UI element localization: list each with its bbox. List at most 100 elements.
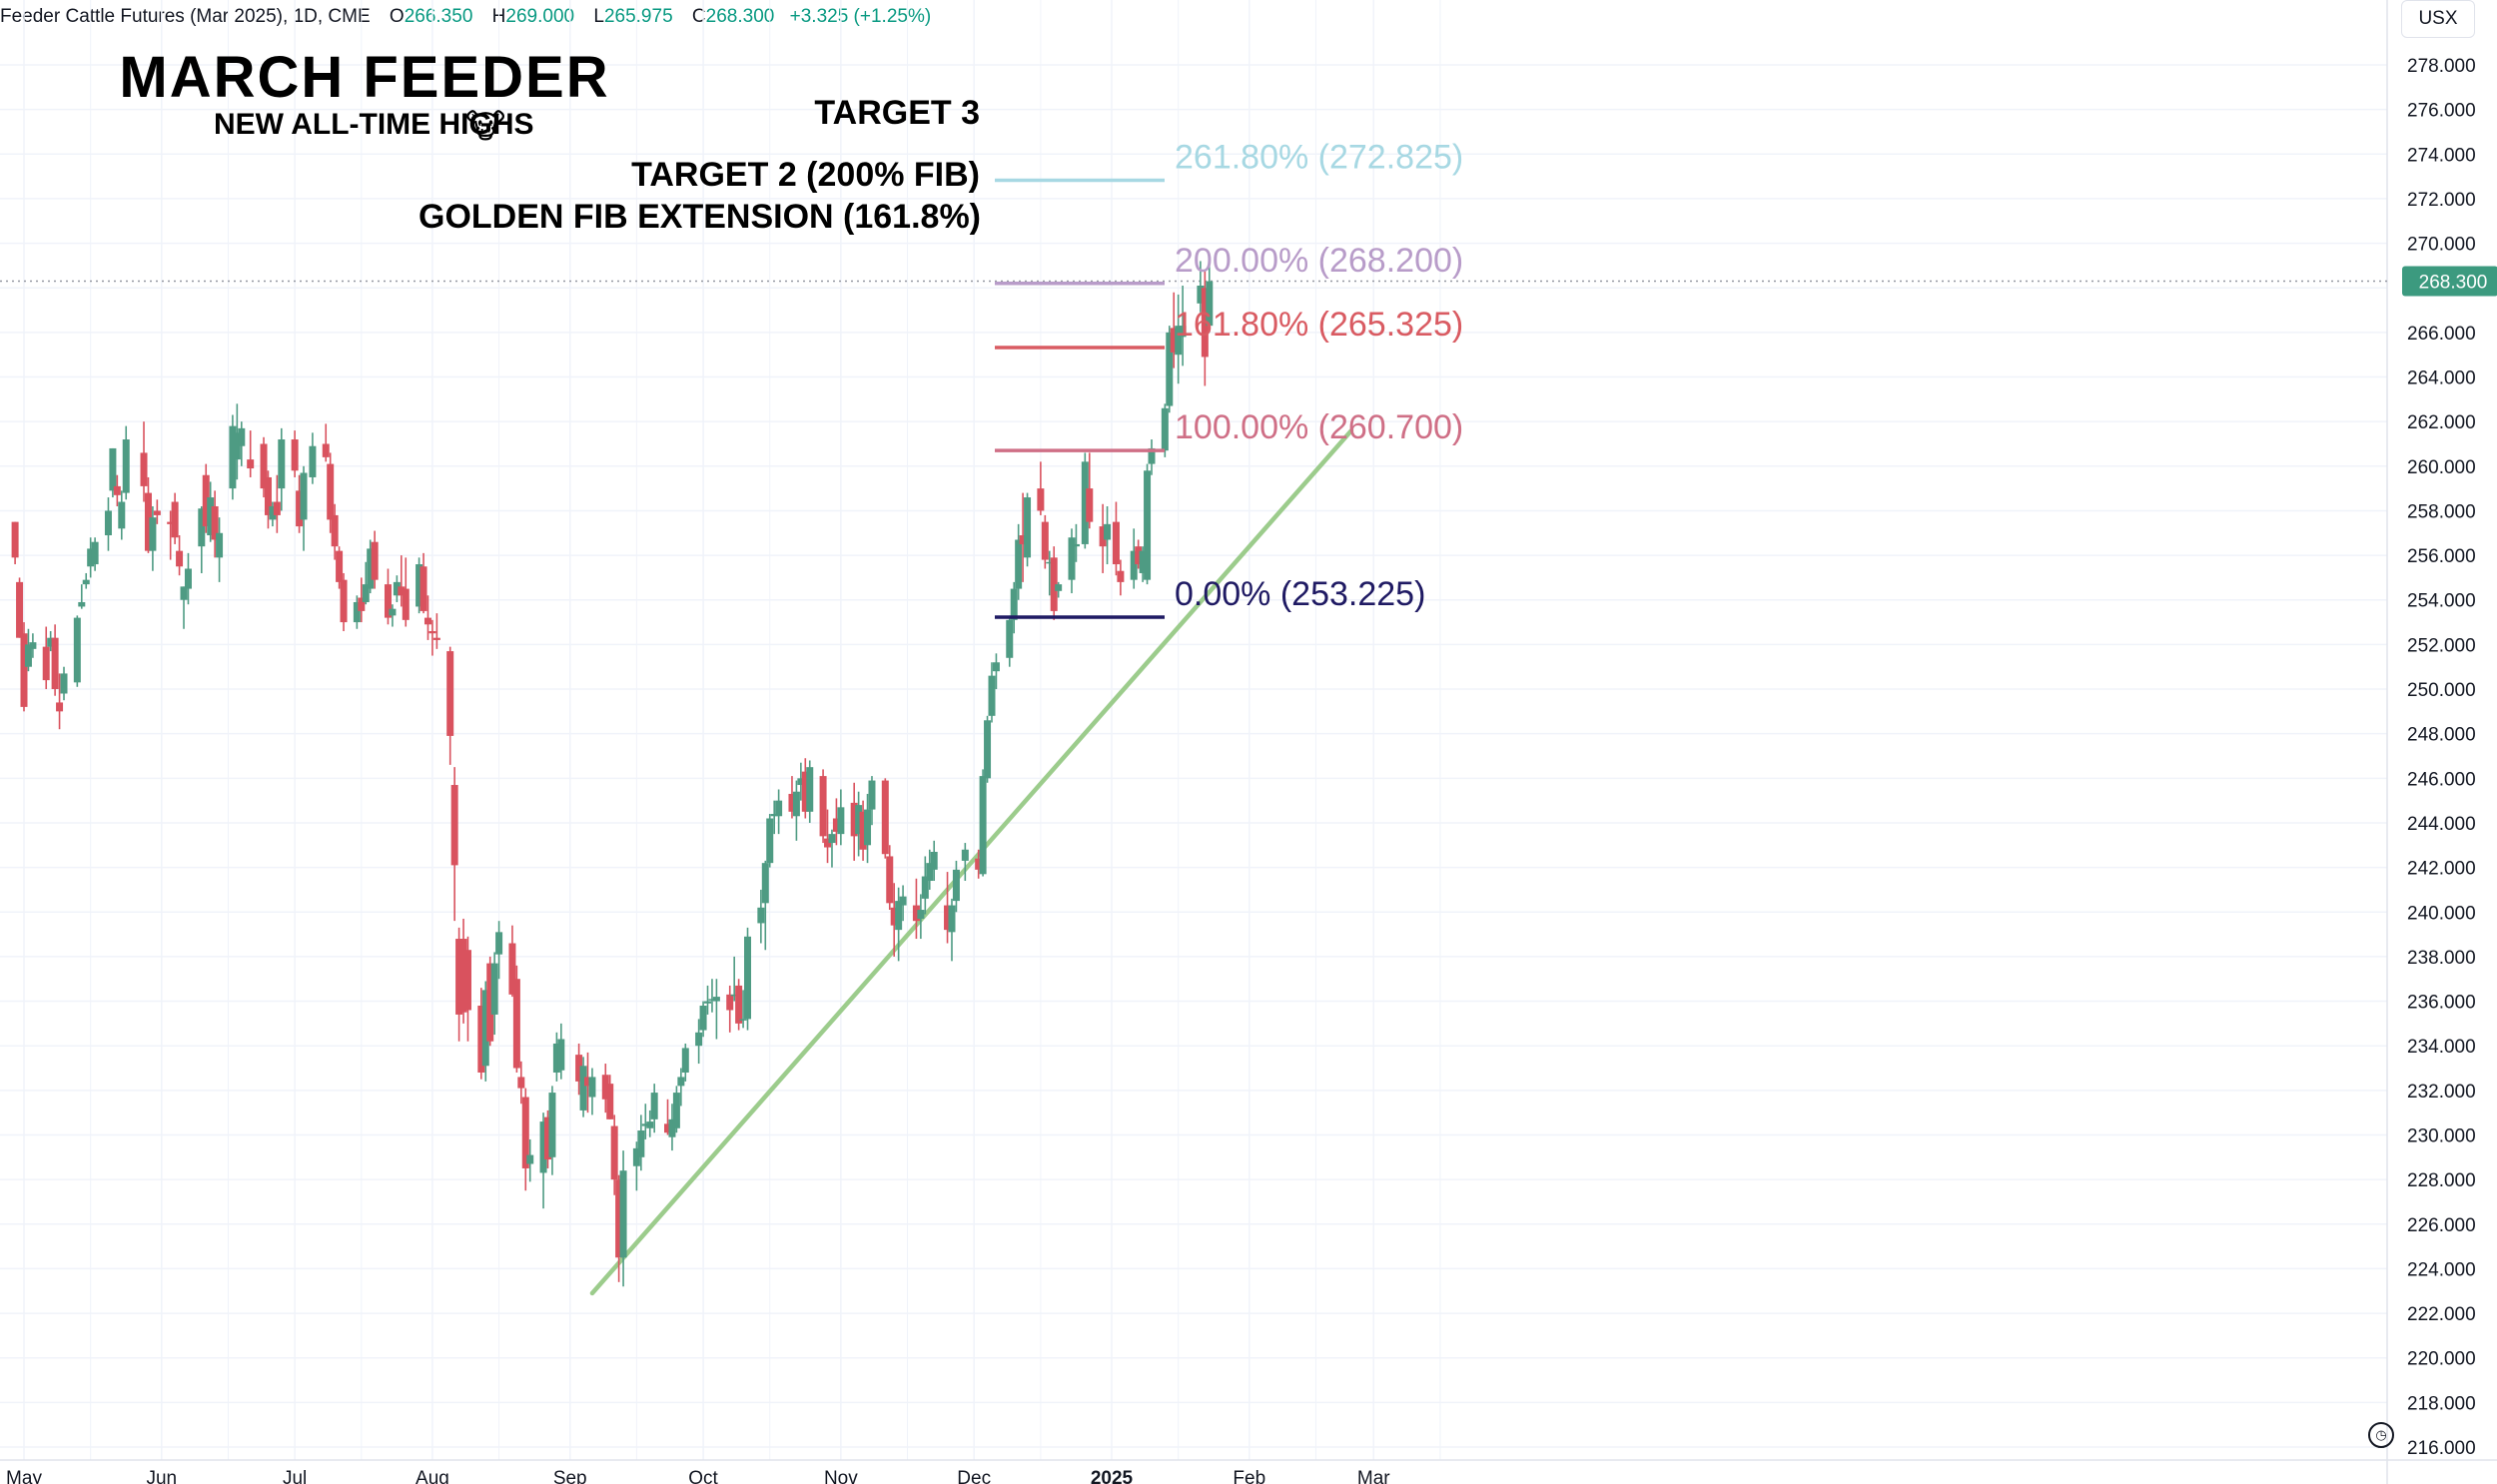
candle-body bbox=[180, 586, 188, 600]
candle bbox=[1072, 523, 1080, 562]
candle-body bbox=[118, 501, 126, 529]
candle-body bbox=[770, 814, 778, 817]
candle bbox=[837, 789, 845, 846]
candle-body bbox=[1206, 281, 1214, 327]
y-tick-label: 262.000 bbox=[2407, 412, 2476, 433]
candle bbox=[42, 626, 50, 690]
candle bbox=[198, 505, 206, 573]
candle-body bbox=[1135, 546, 1143, 565]
candle-body bbox=[184, 568, 192, 589]
candle-body bbox=[766, 818, 774, 864]
candle bbox=[912, 878, 920, 940]
candle-body bbox=[446, 651, 454, 736]
annotation-target3: TARGET 3 bbox=[814, 94, 980, 132]
x-tick-label: Dec bbox=[957, 1468, 991, 1484]
open-label: O bbox=[389, 6, 405, 27]
candle-body bbox=[726, 994, 734, 1011]
close-label: C bbox=[691, 6, 706, 27]
candle bbox=[1112, 501, 1120, 576]
candle-body bbox=[340, 579, 348, 623]
y-tick-label: 216.000 bbox=[2407, 1438, 2476, 1459]
candle bbox=[1046, 550, 1054, 596]
candle-body bbox=[29, 642, 37, 649]
y-tick-label: 260.000 bbox=[2407, 457, 2476, 478]
candle bbox=[340, 572, 348, 631]
candle bbox=[517, 1061, 525, 1105]
candle-body bbox=[704, 1001, 712, 1004]
candle-body bbox=[144, 492, 152, 551]
candle bbox=[917, 894, 925, 940]
candle-body bbox=[495, 932, 503, 955]
candle-body bbox=[1166, 332, 1174, 406]
candle bbox=[1161, 403, 1169, 457]
candle-body bbox=[233, 432, 241, 460]
annotation-title: MARCH FEEDER bbox=[119, 45, 609, 110]
candle bbox=[446, 646, 454, 765]
fib-label: 261.80% (272.825) bbox=[1175, 139, 1463, 177]
candle-body bbox=[273, 501, 281, 515]
candle-body bbox=[650, 1093, 658, 1119]
currency-selector-button[interactable]: USX bbox=[2401, 0, 2475, 38]
candle bbox=[1081, 452, 1089, 549]
candle bbox=[664, 1099, 672, 1135]
candle-body bbox=[681, 1048, 689, 1073]
candle-body bbox=[1175, 326, 1183, 356]
candle-body bbox=[87, 548, 95, 567]
candle-body bbox=[416, 564, 423, 607]
candle bbox=[792, 780, 800, 841]
candle bbox=[819, 769, 827, 844]
candle-body bbox=[171, 501, 179, 538]
candle-body bbox=[850, 802, 858, 837]
candle-body bbox=[859, 811, 867, 850]
candle-body bbox=[229, 425, 237, 489]
candle-body bbox=[24, 644, 32, 667]
candle bbox=[113, 474, 121, 506]
candle bbox=[51, 624, 59, 696]
candle-body bbox=[455, 939, 463, 1015]
candle-body bbox=[548, 1093, 556, 1157]
candle bbox=[890, 883, 898, 957]
candle-body bbox=[398, 586, 406, 596]
candle bbox=[984, 715, 992, 783]
candle-body bbox=[1041, 521, 1049, 560]
y-tick-label: 222.000 bbox=[2407, 1304, 2476, 1325]
candle-body bbox=[508, 943, 516, 995]
candle bbox=[824, 809, 832, 864]
low-value: 265.975 bbox=[603, 6, 673, 27]
candle bbox=[109, 447, 117, 498]
candle-body bbox=[207, 497, 215, 536]
clock-icon[interactable]: ◷ bbox=[2368, 1422, 2394, 1448]
candle-body bbox=[1055, 584, 1063, 591]
candle-body bbox=[890, 907, 898, 926]
candle bbox=[699, 1001, 707, 1038]
candle bbox=[1010, 581, 1018, 634]
candle bbox=[11, 521, 19, 565]
candle bbox=[24, 628, 32, 672]
candle-body bbox=[1099, 526, 1107, 547]
candle bbox=[1024, 492, 1032, 567]
y-tick-label: 238.000 bbox=[2407, 948, 2476, 969]
candle bbox=[975, 849, 983, 879]
y-tick-label: 220.000 bbox=[2407, 1349, 2476, 1370]
candle bbox=[1130, 528, 1138, 589]
candle bbox=[60, 666, 68, 701]
candle bbox=[695, 1019, 703, 1065]
candle bbox=[358, 577, 366, 623]
candle bbox=[273, 474, 281, 533]
candle bbox=[432, 613, 440, 649]
candle bbox=[233, 403, 241, 480]
candle bbox=[895, 887, 903, 962]
candle bbox=[868, 776, 876, 826]
candle-body bbox=[1050, 557, 1058, 611]
candle bbox=[402, 557, 410, 627]
candle-body bbox=[1201, 288, 1209, 358]
candle-body bbox=[668, 1118, 676, 1137]
y-tick-label: 236.000 bbox=[2407, 993, 2476, 1014]
candle-body bbox=[1112, 521, 1120, 565]
candle bbox=[87, 537, 95, 578]
candle bbox=[216, 517, 224, 582]
candle bbox=[704, 985, 712, 1015]
candle bbox=[278, 427, 286, 511]
candle bbox=[1139, 546, 1147, 582]
